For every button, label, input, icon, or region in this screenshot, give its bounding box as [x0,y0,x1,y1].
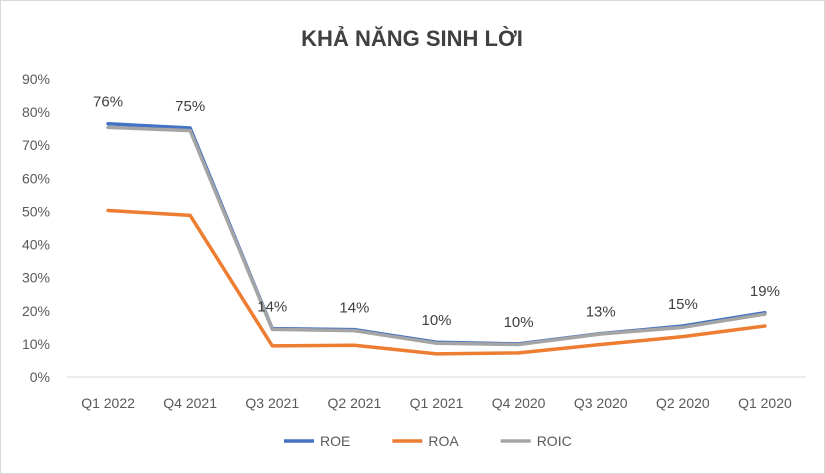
data-label: 76% [93,94,123,111]
data-label: 14% [339,300,369,317]
x-tick-label: Q4 2021 [163,395,217,411]
x-tick-label: Q4 2020 [492,395,546,411]
series-lines [106,121,767,356]
legend: ROE ROA ROIC [284,433,572,449]
series-line-roic [106,125,767,347]
y-tick-label: 60% [22,170,50,186]
y-tick-label: 80% [22,104,50,120]
series-line-roa [106,208,767,356]
legend-label-roa: ROA [428,433,459,449]
y-tick-label: 40% [22,237,50,253]
x-tick-label: Q2 2021 [328,395,382,411]
y-tick-label: 90% [22,71,50,87]
data-label: 14% [257,299,287,316]
y-tick-label: 50% [22,203,50,219]
x-tick-label: Q1 2020 [738,395,792,411]
series-line-roe [106,121,767,346]
legend-label-roe: ROE [320,433,350,449]
x-tick-label: Q1 2021 [410,395,464,411]
y-tick-label: 0% [30,369,50,385]
x-tick-label: Q1 2022 [81,395,135,411]
data-label: 10% [504,314,534,331]
x-axis: Q1 2022 Q4 2021 Q3 2021 Q2 2021 Q1 2021 Q4 20… [67,376,806,411]
data-labels: 76% 75% 14% 14% 10% 10% 13% 15% 19% [93,94,780,331]
chart-title: KHẢ NĂNG SINH LỜI [301,26,523,51]
legend-label-roic: ROIC [537,433,572,449]
data-label: 75% [175,98,205,115]
y-tick-label: 20% [22,303,50,319]
data-label: 15% [668,296,698,313]
data-label: 13% [586,304,616,321]
y-tick-label: 70% [22,137,50,153]
y-axis: 0% 10% 20% 30% 40% 50% 60% 70% 80% 90% [22,71,50,385]
y-tick-label: 10% [22,336,50,352]
y-tick-label: 30% [22,270,50,286]
x-tick-label: Q2 2020 [656,395,710,411]
data-label: 19% [750,283,780,300]
x-tick-label: Q3 2020 [574,395,628,411]
data-label: 10% [421,312,451,329]
x-tick-label: Q3 2021 [245,395,299,411]
